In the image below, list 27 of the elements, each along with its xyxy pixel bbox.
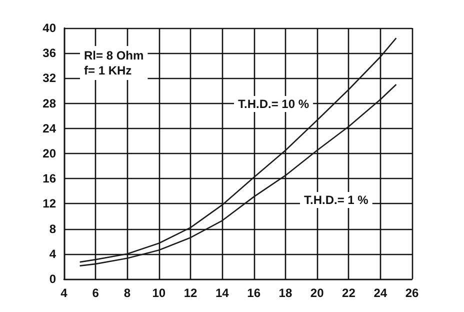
y-tick-label: 8	[49, 222, 56, 236]
x-tick-label: 14	[216, 286, 230, 300]
annotation: Rl= 8 Ohm	[84, 48, 144, 62]
x-tick-label: 12	[184, 286, 198, 300]
x-tick-label: 18	[278, 286, 292, 300]
y-tick-label: 28	[42, 96, 56, 110]
y-tick-label: 12	[42, 196, 56, 211]
x-tick-label: 4	[60, 286, 68, 300]
x-tick-label: 16	[247, 286, 261, 300]
y-tick-label: 36	[42, 46, 56, 60]
annotation: f= 1 KHz	[84, 64, 132, 78]
y-tick-label: 24	[42, 121, 56, 136]
x-tick-label: 24	[374, 286, 388, 300]
y-tick-label: 0	[49, 272, 56, 286]
annotation: T.H.D.= 1 %	[304, 193, 369, 207]
x-tick-label: 26	[405, 286, 419, 300]
x-tick-label: 20	[310, 286, 324, 300]
x-tick-label: 6	[92, 286, 100, 300]
y-tick-label: 40	[42, 21, 56, 35]
y-tick-label: 16	[42, 172, 56, 186]
y-tick-label: 32	[42, 71, 56, 86]
annotation: T.H.D.= 10 %	[238, 97, 310, 111]
y-tick-label: 20	[42, 146, 56, 160]
y-tick-label: 4	[49, 246, 56, 261]
x-tick-label: 22	[342, 286, 356, 300]
x-tick-label: 8	[124, 286, 131, 300]
x-tick-label: 10	[152, 286, 166, 300]
